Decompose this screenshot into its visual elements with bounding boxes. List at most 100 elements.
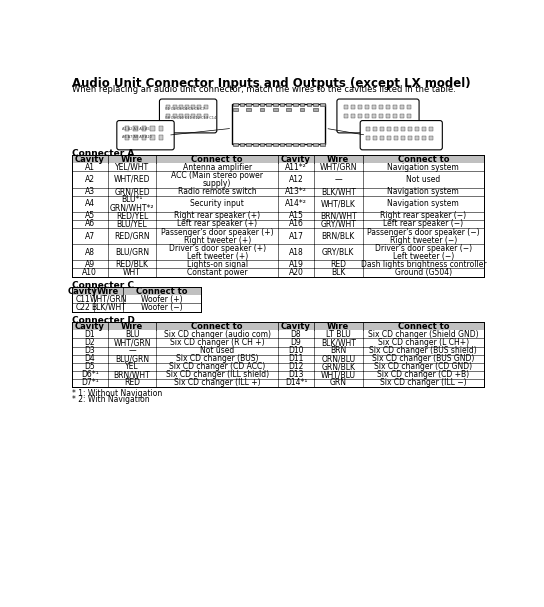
Text: Ground (G504): Ground (G504) [395, 268, 452, 277]
Bar [179, 105, 183, 109]
Text: Wire: Wire [327, 155, 349, 164]
Bar [365, 115, 369, 118]
Text: BRN: BRN [330, 346, 347, 355]
Text: Navigation system: Navigation system [387, 163, 459, 172]
Text: Connect to: Connect to [191, 155, 243, 164]
Bar [273, 143, 278, 146]
Bar [358, 115, 362, 118]
Text: D10: D10 [288, 346, 304, 355]
Bar [373, 127, 377, 131]
Text: D9: D9 [290, 338, 301, 347]
Text: A3: A3 [85, 187, 95, 196]
Text: A13*²: A13*² [285, 187, 307, 196]
Bar [365, 105, 369, 109]
Text: D11: D11 [288, 354, 304, 363]
Text: Cavity: Cavity [281, 155, 311, 164]
Bar [306, 143, 311, 146]
Bar [386, 115, 390, 118]
Bar [197, 105, 201, 109]
Text: Woofer (+): Woofer (+) [141, 295, 183, 304]
Bar [400, 115, 404, 118]
Bar [408, 136, 412, 140]
Bar [366, 136, 370, 140]
Bar [408, 127, 412, 131]
Bar [267, 143, 271, 146]
Text: GRY/WHT: GRY/WHT [320, 220, 356, 228]
Text: Six CD changer (R CH +): Six CD changer (R CH +) [170, 338, 264, 347]
Bar [287, 143, 291, 146]
Bar [72, 322, 484, 387]
Bar [387, 127, 391, 131]
Bar [372, 105, 376, 109]
Text: Not used: Not used [200, 346, 234, 355]
Text: D12: D12 [288, 362, 304, 371]
Text: A6: A6 [85, 220, 95, 228]
Text: D5: D5 [84, 362, 95, 371]
Text: D1: D1 [84, 330, 95, 339]
Bar [313, 143, 318, 146]
Text: BLK/WHT: BLK/WHT [91, 303, 126, 312]
Text: Security input: Security input [190, 199, 244, 208]
Text: BLK/WHT: BLK/WHT [321, 338, 356, 347]
Bar [351, 115, 355, 118]
Text: RED: RED [124, 378, 140, 387]
Bar [72, 155, 484, 163]
Bar [260, 103, 264, 106]
Text: Radio remote switch: Radio remote switch [178, 187, 257, 196]
Bar [293, 143, 298, 146]
Text: Six CD changer (CD +B): Six CD changer (CD +B) [378, 370, 469, 379]
Bar [72, 155, 484, 277]
Text: GRN/WHT*²: GRN/WHT*² [110, 203, 154, 212]
Text: Wire: Wire [97, 287, 120, 296]
Bar [191, 105, 195, 109]
Bar [300, 108, 305, 111]
Bar [273, 103, 278, 106]
Text: ORN/BLU: ORN/BLU [321, 354, 355, 363]
Bar [320, 143, 325, 146]
Text: LT BLU: LT BLU [326, 330, 350, 339]
Bar [300, 103, 305, 106]
Bar [379, 115, 382, 118]
Text: Left tweeter (−): Left tweeter (−) [393, 252, 454, 261]
Text: Connecter A: Connecter A [72, 149, 134, 158]
Text: C22: C22 [76, 303, 90, 312]
Bar [159, 135, 163, 140]
Text: Right rear speaker (−): Right rear speaker (−) [380, 211, 466, 220]
Text: C11: C11 [76, 295, 90, 304]
Bar [246, 103, 251, 106]
Bar [372, 115, 376, 118]
Text: Right rear speaker (+): Right rear speaker (+) [174, 211, 260, 220]
Bar [172, 105, 176, 109]
Text: Six CD changer (CD GND): Six CD changer (CD GND) [374, 362, 472, 371]
Text: BRN/BLK: BRN/BLK [322, 232, 355, 240]
Text: RED/GRN: RED/GRN [114, 232, 150, 240]
Bar [166, 105, 170, 109]
Bar [246, 108, 251, 111]
Text: Connect to: Connect to [191, 322, 243, 331]
Text: A4: A4 [85, 199, 95, 208]
Bar [287, 103, 291, 106]
Bar [387, 136, 391, 140]
Text: Six CD changer (BUS shield): Six CD changer (BUS shield) [369, 346, 477, 355]
Text: A9: A9 [85, 260, 95, 269]
Bar [240, 143, 244, 146]
Text: Six CD changer (CD ACC): Six CD changer (CD ACC) [169, 362, 265, 371]
Bar [253, 103, 258, 106]
Text: A15: A15 [288, 211, 304, 220]
Bar [373, 136, 377, 140]
Text: BLU/YEL: BLU/YEL [116, 220, 147, 228]
Text: Antenna amplifier: Antenna amplifier [183, 163, 252, 172]
Text: GRN/RED: GRN/RED [114, 187, 150, 196]
Text: * 1: Without Navigation: * 1: Without Navigation [72, 388, 162, 398]
Text: Wire: Wire [121, 322, 143, 331]
Bar [125, 126, 129, 131]
FancyBboxPatch shape [337, 99, 419, 133]
Bar [400, 105, 404, 109]
Text: D4: D4 [84, 354, 95, 363]
Text: GRN: GRN [330, 378, 347, 387]
Bar [407, 115, 411, 118]
Text: Six CD changer (audio com): Six CD changer (audio com) [164, 330, 271, 339]
Bar [233, 143, 238, 146]
Text: Navigation system: Navigation system [387, 187, 459, 196]
Text: Six CD changer (BUS GND): Six CD changer (BUS GND) [372, 354, 474, 363]
